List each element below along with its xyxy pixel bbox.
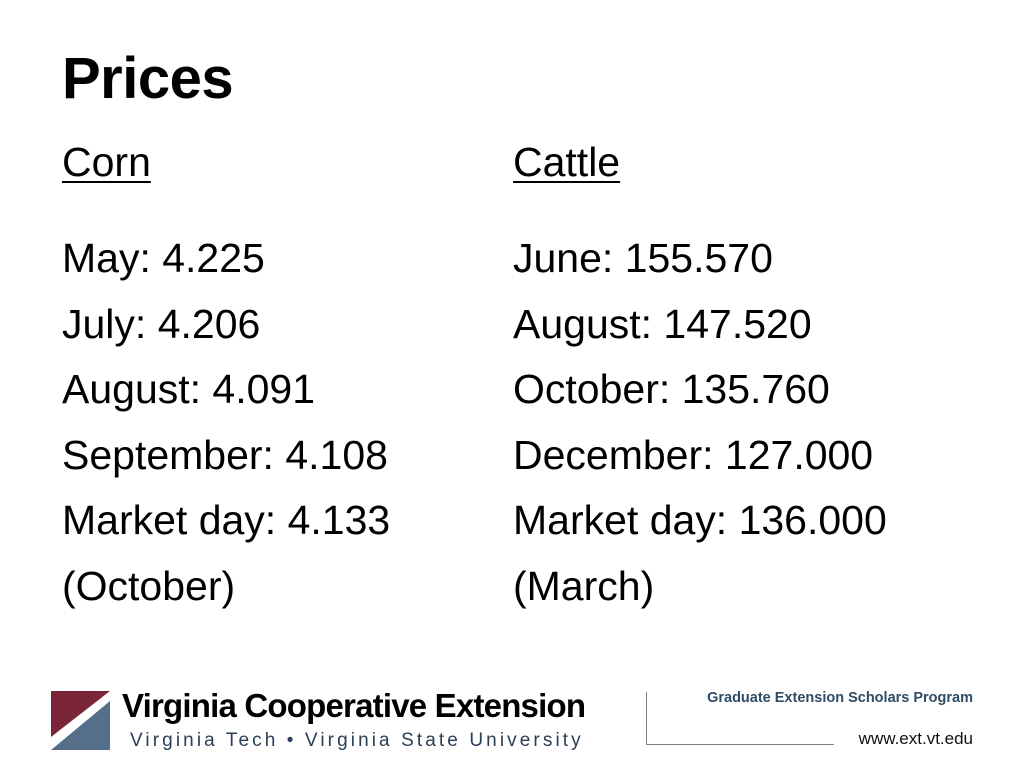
cattle-price-item: August: 147.520 (513, 300, 812, 347)
footer-divider-horizontal (646, 744, 834, 745)
organization-subtitle: Virginia Tech • Virginia State Universit… (130, 730, 584, 751)
corn-price-item: (October) (62, 562, 236, 609)
corn-price-item: September: 4.108 (62, 431, 388, 478)
corn-price-item: Market day: 4.133 (62, 497, 391, 543)
cattle-price-list: June: 155.570 August: 147.520 October: 1… (513, 226, 887, 619)
cattle-price-item: (March) (513, 562, 655, 609)
corn-price-list: May: 4.225 July: 4.206 August: 4.091 Sep… (62, 226, 390, 619)
slide-title: Prices (62, 46, 234, 111)
corn-price-item: August: 4.091 (62, 366, 316, 412)
cattle-price-column: Cattle June: 155.570 August: 147.520 Oct… (513, 138, 887, 619)
cattle-price-item: October: 135.760 (513, 366, 830, 412)
organization-name: Virginia Cooperative Extension (122, 687, 586, 724)
cattle-price-item: December: 127.000 (513, 431, 874, 478)
logo-maroon-shape (51, 691, 110, 737)
logo-slate-shape (51, 701, 110, 750)
program-name: Graduate Extension Scholars Program (707, 690, 973, 706)
cattle-price-item: June: 155.570 (513, 235, 773, 281)
website-url: www.ext.vt.edu (858, 729, 973, 748)
vce-logo-icon (51, 691, 110, 750)
corn-price-item: May: 4.225 (62, 235, 265, 281)
cattle-price-item: Market day: 136.000 (513, 497, 887, 543)
corn-heading: Corn (62, 139, 151, 185)
corn-price-item: July: 4.206 (62, 300, 261, 347)
corn-price-column: Corn May: 4.225 July: 4.206 August: 4.09… (62, 138, 390, 619)
cattle-heading: Cattle (513, 139, 621, 185)
footer-divider-vertical (646, 692, 647, 745)
